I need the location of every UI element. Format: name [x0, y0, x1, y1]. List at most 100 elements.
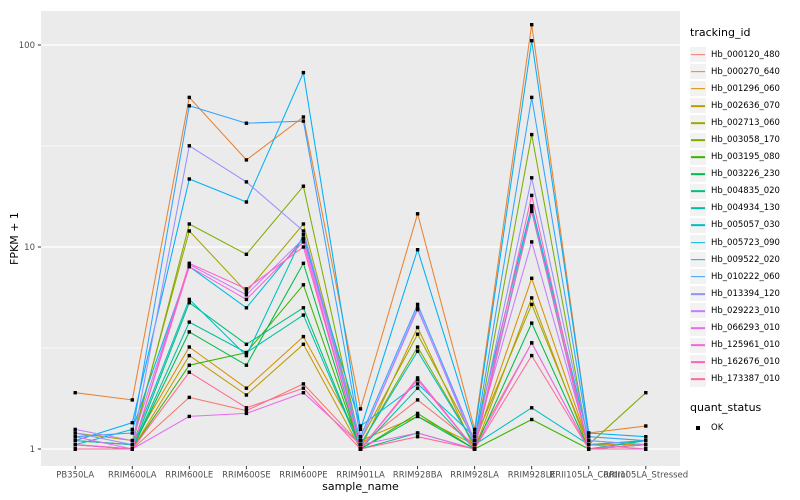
legend-color-line-icon — [691, 361, 705, 364]
x-tick-label: RRIM901LA — [336, 471, 385, 481]
data-point — [187, 301, 191, 305]
legend-color-line-icon — [691, 87, 705, 90]
legend-color-line-icon — [691, 258, 705, 261]
x-tick-label: PB350LA — [56, 471, 94, 481]
data-point — [530, 176, 534, 180]
quant-status-key — [690, 420, 706, 436]
data-point — [530, 321, 534, 325]
data-point — [244, 363, 249, 367]
data-point — [530, 39, 534, 43]
legend-key-swatch — [690, 371, 706, 387]
data-point — [301, 261, 306, 265]
data-point — [587, 447, 591, 451]
legend-item-label: Hb_029223_010 — [711, 305, 780, 316]
data-point — [472, 427, 477, 432]
legend-item: Hb_173387_010 — [690, 371, 800, 388]
y-axis-title: FPKM + 1 — [8, 212, 21, 265]
x-tick-label: RRIM600LE — [165, 471, 213, 481]
legend-color-line-icon — [691, 293, 705, 295]
legend-key-swatch — [690, 132, 706, 148]
data-point — [73, 391, 77, 395]
legend-item: Hb_000120_480 — [690, 46, 800, 63]
data-point — [187, 414, 191, 419]
legend-key-swatch — [690, 64, 706, 80]
legend-item-label: Hb_000270_640 — [711, 66, 780, 77]
x-tick-label: RRII105LA_Stressed — [603, 471, 688, 481]
data-point — [244, 180, 249, 184]
legend-item: Hb_010222_060 — [690, 268, 800, 285]
data-point — [301, 334, 306, 339]
legend-item: Hb_005723_090 — [690, 234, 800, 251]
data-point — [301, 342, 306, 346]
data-point — [644, 443, 648, 447]
data-point — [358, 438, 363, 443]
legend-key-swatch — [690, 269, 706, 285]
data-point — [73, 435, 77, 439]
legend-color-line-icon — [691, 70, 705, 73]
quant-status-items: OK — [690, 420, 800, 437]
legend-item-label: Hb_005057_030 — [711, 220, 780, 231]
data-point — [73, 427, 77, 432]
data-point — [358, 427, 363, 432]
data-point — [187, 229, 191, 233]
legend-color-line-icon — [691, 190, 705, 193]
data-point — [244, 158, 249, 162]
data-point — [415, 431, 420, 435]
legend-item: Hb_013394_120 — [690, 285, 800, 302]
legend-color-line-icon — [691, 310, 705, 312]
data-point — [415, 414, 420, 419]
data-point — [301, 222, 306, 226]
data-point — [415, 307, 420, 312]
data-point — [130, 427, 134, 432]
data-point — [187, 345, 191, 349]
quant-status-label: OK — [711, 423, 724, 434]
data-point — [644, 447, 648, 451]
data-point — [301, 233, 306, 237]
legend-color-line-icon — [691, 173, 705, 176]
data-point — [472, 438, 477, 443]
data-point — [530, 406, 534, 410]
legend-item: Hb_002636_070 — [690, 97, 800, 114]
data-point — [301, 70, 306, 75]
data-point — [530, 193, 534, 198]
legend-item-label: Hb_013394_120 — [711, 288, 780, 299]
legend-item: Hb_005057_030 — [690, 217, 800, 234]
legend-item: Hb_162676_010 — [690, 354, 800, 371]
data-point — [530, 206, 534, 211]
legend-color-line-icon — [691, 224, 705, 227]
legend-item: Hb_002713_060 — [690, 114, 800, 131]
data-point — [130, 421, 134, 425]
legend-item-label: Hb_066293_010 — [711, 323, 780, 334]
legend-item: Hb_125961_010 — [690, 337, 800, 354]
legend-item: Hb_004835_020 — [690, 183, 800, 200]
data-point — [187, 95, 191, 100]
legend-item: Hb_009522_020 — [690, 251, 800, 268]
data-point — [472, 431, 477, 435]
legend-color-line-icon — [691, 207, 705, 210]
legend-item-label: Hb_173387_010 — [711, 374, 780, 385]
data-point — [244, 411, 249, 416]
legend-key-swatch — [690, 183, 706, 199]
quant-status-item: OK — [690, 420, 800, 437]
legend-key-swatch — [690, 303, 706, 319]
legend-color-line-icon — [691, 104, 705, 107]
data-point — [187, 370, 191, 374]
data-point — [644, 391, 648, 395]
legend-key-swatch — [690, 320, 706, 336]
data-point — [301, 115, 306, 119]
data-point — [301, 386, 306, 390]
data-point — [644, 435, 648, 439]
legend-color-line-icon — [691, 156, 705, 158]
legend-key-swatch — [690, 149, 706, 165]
data-point — [530, 296, 534, 300]
data-point — [187, 395, 191, 400]
data-point — [530, 208, 534, 212]
legend-color-line-icon — [691, 378, 705, 381]
legend-color-line-icon — [691, 275, 705, 278]
legend-key-swatch — [690, 252, 706, 268]
data-point — [187, 264, 191, 269]
legend-key-swatch — [690, 47, 706, 63]
data-point — [415, 306, 420, 310]
